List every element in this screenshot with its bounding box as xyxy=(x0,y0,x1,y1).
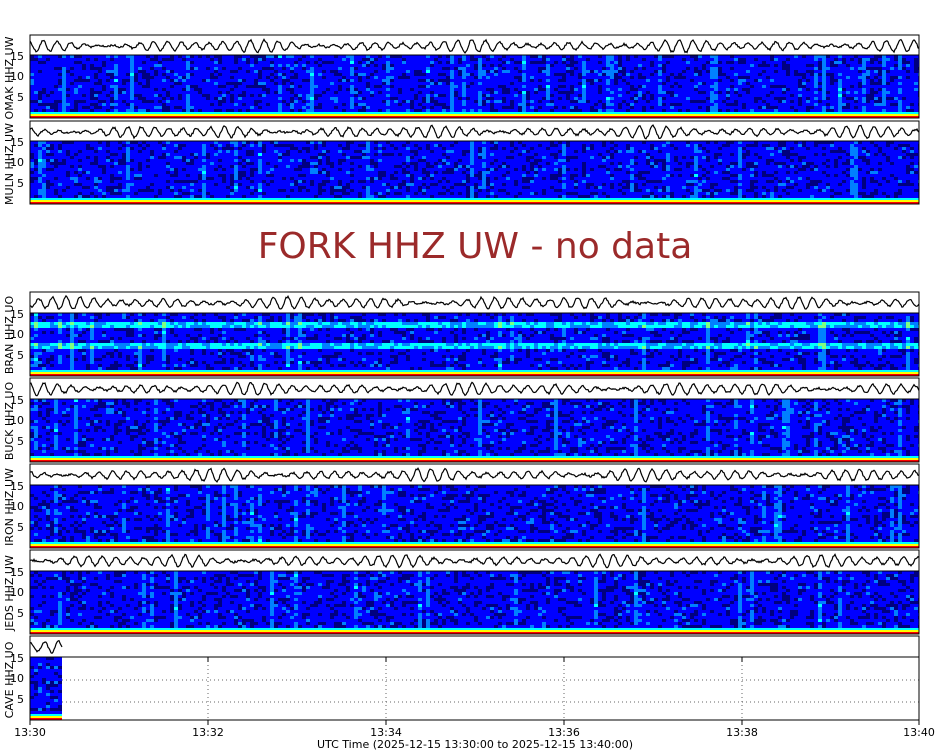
x-axis-ticks xyxy=(30,657,919,725)
cave-waveform-frame xyxy=(30,636,919,657)
panel-omak: 15 10 5 OMAK HHZ UW xyxy=(3,35,919,119)
bran-waveform-frame xyxy=(30,292,919,313)
cave-spectrogram-frame xyxy=(30,657,919,720)
iron-ytick-5: 5 xyxy=(17,521,24,534)
cave-station-label: CAVE HHZ UO xyxy=(3,641,16,718)
jeds-waveform-frame xyxy=(30,550,919,571)
x-tick-1332: 13:32 xyxy=(192,726,224,739)
panel-muln: 15 10 5 MULN HHZ UW xyxy=(3,121,919,205)
panel-iron: 15 10 5 IRON HHZ UW xyxy=(3,464,919,548)
buck-ytick-5: 5 xyxy=(17,435,24,448)
omak-ytick-5: 5 xyxy=(17,91,24,104)
cave-ytick-5: 5 xyxy=(17,693,24,706)
panel-buck: 15 10 5 BUCK HHZ UO xyxy=(3,378,919,462)
muln-station-label: MULN HHZ UW xyxy=(3,123,16,205)
jeds-ytick-5: 5 xyxy=(17,607,24,620)
panel-bran: 15 10 5 BRAN HHZ UO xyxy=(3,292,919,376)
muln-ytick-5: 5 xyxy=(17,177,24,190)
x-tick-1330: 13:30 xyxy=(14,726,46,739)
bran-spectrogram xyxy=(30,313,919,376)
panel-jeds: 15 10 5 JEDS HHZ UW xyxy=(3,550,919,634)
fork-no-data-message: FORK HHZ UW - no data xyxy=(258,226,693,267)
iron-waveform-frame xyxy=(30,464,919,485)
x-axis-label: UTC Time (2025-12-15 13:30:00 to 2025-12… xyxy=(317,738,633,751)
cave-spectrogram xyxy=(30,657,62,720)
muln-spectrogram xyxy=(30,141,919,204)
jeds-spectrogram xyxy=(30,571,919,634)
buck-waveform-frame xyxy=(30,378,919,399)
omak-station-label: OMAK HHZ UW xyxy=(3,36,16,119)
bran-station-label: BRAN HHZ UO xyxy=(3,296,16,375)
iron-station-label: IRON HHZ UW xyxy=(3,468,16,546)
panel-cave: 15 10 5 CAVE HHZ UO xyxy=(3,636,919,720)
cave-gridlines xyxy=(30,657,919,720)
x-tick-1340: 13:40 xyxy=(903,726,935,739)
x-tick-1338: 13:38 xyxy=(726,726,758,739)
iron-spectrogram xyxy=(30,485,919,548)
buck-station-label: BUCK HHZ UO xyxy=(3,382,16,461)
omak-spectrogram xyxy=(30,55,919,118)
buck-spectrogram xyxy=(30,399,919,462)
bran-ytick-5: 5 xyxy=(17,349,24,362)
jeds-station-label: JEDS HHZ UW xyxy=(3,555,16,632)
